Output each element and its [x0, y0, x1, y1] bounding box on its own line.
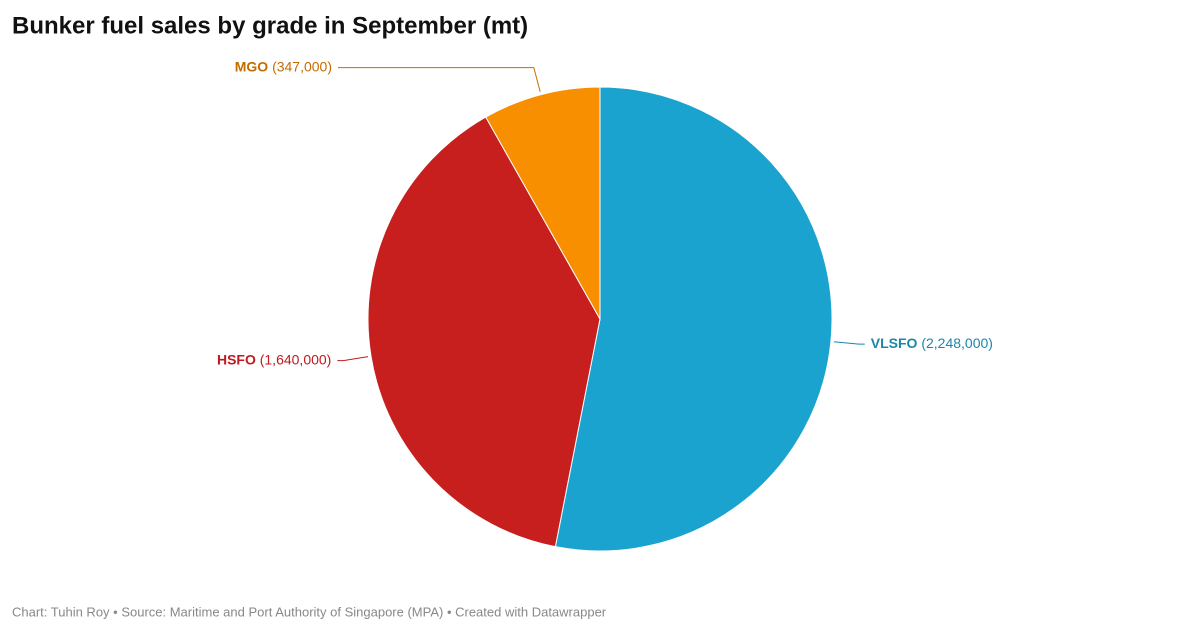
footer: Chart: Tuhin Roy • Source: Maritime and … [12, 604, 607, 619]
leader-line [338, 67, 541, 92]
slice-name: HSFO [217, 351, 256, 367]
slice-label: MGO (347,000) [235, 58, 332, 74]
slice-value: (1,640,000) [260, 351, 332, 367]
pie-slice [554, 86, 833, 552]
pie-slice [367, 116, 601, 548]
slice-name: MGO [235, 58, 269, 74]
slice-name: VLSFO [871, 335, 918, 351]
pie-slice [485, 86, 601, 321]
slice-value: (347,000) [272, 58, 332, 74]
slice-value: (2,248,000) [921, 335, 993, 351]
leader-line [833, 341, 865, 345]
slice-label: VLSFO (2,248,000) [871, 335, 993, 351]
leader-line [337, 356, 369, 362]
slice-label: HSFO (1,640,000) [217, 351, 331, 367]
chart-title: Bunker fuel sales by grade in September … [12, 12, 528, 39]
